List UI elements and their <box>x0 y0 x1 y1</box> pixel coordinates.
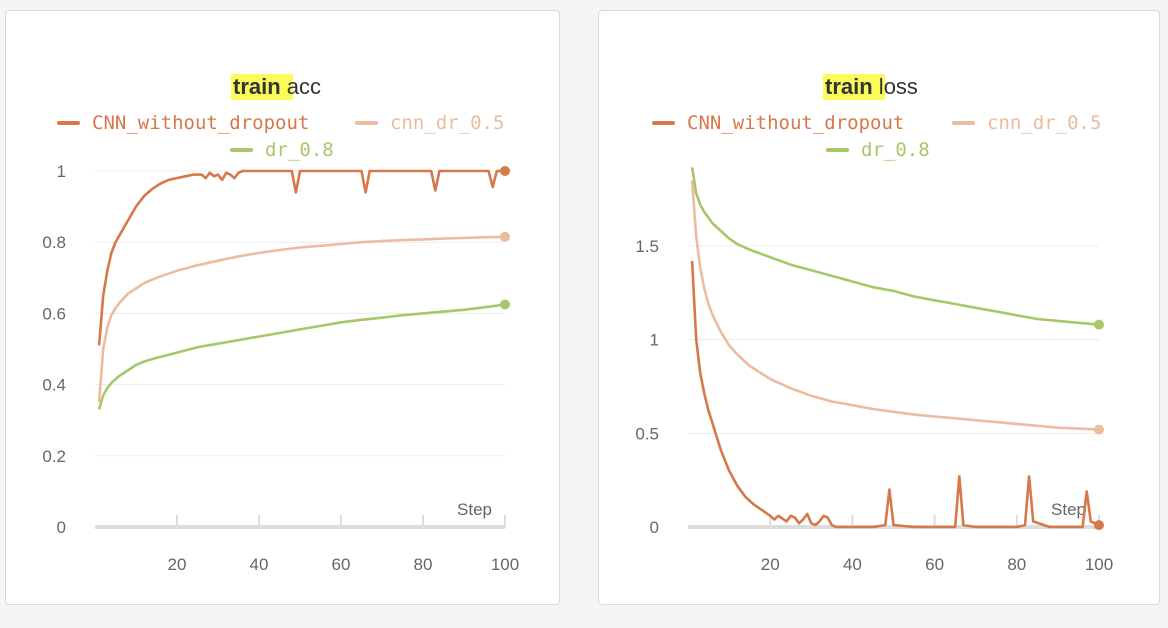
y-tick-label: 0 <box>650 518 659 537</box>
legend-item-cnn-dr-0-5: cnn_dr_0.5 <box>952 112 1101 134</box>
legend-item-cnn-without-dropout: CNN_without_dropout <box>57 112 309 134</box>
series-line-cnn-dr-0-5 <box>690 180 1100 431</box>
series-line-cnn-without-dropout <box>97 169 505 346</box>
x-axis-label: Step <box>457 500 492 519</box>
x-tick-label: 80 <box>414 555 433 574</box>
chart-title: train loss <box>823 74 918 100</box>
legend-label: dr_0.8 <box>265 139 334 161</box>
x-tick-label: 100 <box>1085 555 1113 574</box>
y-tick-label: 0.2 <box>42 447 66 466</box>
legend-item-cnn-without-dropout: CNN_without_dropout <box>652 112 904 134</box>
title-highlight-box <box>231 74 293 100</box>
series-line-cnn-without-dropout <box>690 260 1100 529</box>
title-text: train acc <box>233 74 321 99</box>
x-axis-label: Step <box>1051 500 1086 519</box>
legend-item-dr-0-8: dr_0.8 <box>230 139 334 161</box>
y-tick-label: 0.5 <box>635 424 659 443</box>
title-rest: loss <box>873 74 918 99</box>
y-tick-label: 1 <box>650 331 659 350</box>
series-end-point-cnn-dr-0-5 <box>1094 424 1104 435</box>
y-tick-label: 1 <box>57 162 66 181</box>
title-highlight-word: train <box>233 74 281 99</box>
title-highlight-word: train <box>825 74 873 99</box>
series-line-dr-0-8 <box>97 303 506 410</box>
series-end-point-dr-0-8 <box>1094 319 1104 330</box>
chart-svg-train-acc: train acc CNN_without_dropout cnn_dr_0.5dr… <box>42 74 519 574</box>
series-end-point-cnn-without-dropout <box>500 166 510 176</box>
x-tick-label: 20 <box>168 555 187 574</box>
chart-title: train acc <box>231 74 321 100</box>
legend-label: dr_0.8 <box>861 139 930 161</box>
title-text: train loss <box>825 74 918 99</box>
legend-item-dr-0-8: dr_0.8 <box>826 139 930 161</box>
legend-item-cnn-dr-0-5: cnn_dr_0.5 <box>355 112 504 134</box>
legend-label: CNN_without_dropout <box>92 112 309 134</box>
legend-label: cnn_dr_0.5 <box>390 112 504 134</box>
x-tick-label: 80 <box>1007 555 1026 574</box>
x-tick-label: 100 <box>491 555 519 574</box>
x-tick-label: 60 <box>332 555 351 574</box>
series-end-point-cnn-dr-0-5 <box>500 231 510 242</box>
series-end-point-cnn-without-dropout <box>1094 520 1104 531</box>
y-tick-label: 0 <box>57 518 66 537</box>
y-tick-label: 0.6 <box>42 304 66 323</box>
series-line-dr-0-8 <box>690 167 1100 326</box>
x-tick-label: 60 <box>925 555 944 574</box>
legend-label: CNN_without_dropout <box>687 112 904 134</box>
x-tick-label: 40 <box>250 555 269 574</box>
y-tick-label: 1.5 <box>635 237 659 256</box>
title-highlight-box <box>823 74 885 100</box>
chart-svg-train-loss: train loss CNN_without_dropout cnn_dr_0.5d… <box>635 74 1113 574</box>
x-tick-label: 40 <box>843 555 862 574</box>
series-line-cnn-dr-0-5 <box>97 235 506 403</box>
x-tick-label: 20 <box>761 555 780 574</box>
series-end-point-dr-0-8 <box>500 299 510 310</box>
y-tick-label: 0.4 <box>42 376 66 395</box>
y-tick-label: 0.8 <box>42 233 66 252</box>
title-rest: acc <box>281 74 321 99</box>
legend-label: cnn_dr_0.5 <box>987 112 1101 134</box>
